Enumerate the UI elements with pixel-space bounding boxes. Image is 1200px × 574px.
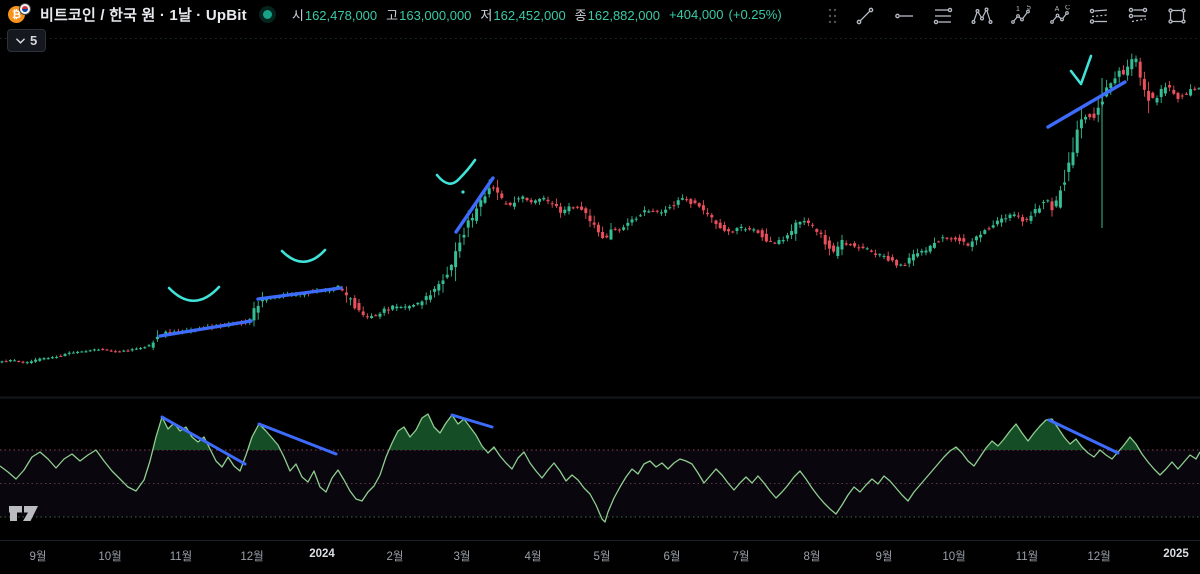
- price-trendline-drawing[interactable]: [160, 321, 251, 336]
- high-label: 고: [386, 8, 398, 23]
- time-axis-label: 2025: [1163, 548, 1189, 560]
- parallel-lines-tool-icon[interactable]: [930, 3, 956, 29]
- bitcoin-krw-symbol-icon[interactable]: ₿: [8, 3, 32, 25]
- favorite-drawing-tools-toolbar: 1 5 A C: [827, 3, 1190, 29]
- time-axis-label: 8월: [804, 548, 821, 564]
- price-trendline-drawing[interactable]: [258, 288, 341, 299]
- svg-text:5: 5: [1027, 5, 1031, 12]
- check-mark-drawings[interactable]: [169, 56, 1091, 301]
- low-label: 저: [480, 8, 492, 23]
- arc-check-drawing[interactable]: [282, 250, 325, 262]
- time-axis-label: 7월: [733, 548, 750, 564]
- open-value: 162,478,000: [305, 8, 377, 23]
- change-value: +404,000: [669, 7, 724, 22]
- flat-channel-tool-icon[interactable]: [1125, 3, 1151, 29]
- rectangle-tool-icon[interactable]: [1164, 3, 1190, 29]
- ohlc-values: 시162,478,000 고163,000,000 저162,452,000 종…: [292, 5, 787, 24]
- v-check-drawing[interactable]: [1071, 56, 1091, 84]
- tradingview-logo[interactable]: [9, 504, 39, 528]
- trend-line-tool-icon[interactable]: [852, 3, 878, 29]
- open-label: 시: [292, 8, 304, 23]
- time-axis-label: 10월: [942, 548, 965, 564]
- dot-mark-drawing[interactable]: [461, 190, 464, 193]
- high-value: 163,000,000: [399, 8, 471, 23]
- drawings-count: 5: [30, 33, 37, 48]
- close-value: 162,882,000: [588, 8, 660, 23]
- time-axis-label: 9월: [876, 548, 893, 564]
- time-axis-label: 6월: [664, 548, 681, 564]
- time-axis-label: 5월: [594, 548, 611, 564]
- time-axis[interactable]: 9월 10월 11월 12월 2024 2월 3월 4월 5월 6월 7월 8월 9월 10월 11월 12월…: [0, 540, 1200, 574]
- time-axis-label: 12월: [240, 548, 263, 564]
- horizontal-ray-tool-icon[interactable]: [891, 3, 917, 29]
- time-axis-label: 2월: [387, 548, 404, 564]
- change-percent-value: (+0.25%): [729, 7, 782, 22]
- time-axis-label: 9월: [30, 548, 47, 564]
- arc-check-drawing[interactable]: [169, 287, 219, 301]
- low-value: 162,452,000: [493, 8, 565, 23]
- arc-check-drawing[interactable]: [437, 160, 475, 184]
- drawings-count-badge[interactable]: 5: [7, 29, 46, 52]
- candlestick-series[interactable]: [1, 54, 1200, 365]
- time-axis-label: 11월: [170, 548, 193, 564]
- svg-text:C: C: [1065, 5, 1070, 12]
- price-trendline-drawing[interactable]: [456, 178, 493, 232]
- toolbar-drag-handle-icon[interactable]: [827, 5, 839, 27]
- time-axis-label: 3월: [454, 548, 471, 564]
- abc-correction-pattern-tool-icon[interactable]: A C: [1047, 3, 1073, 29]
- xabcd-pattern-tool-icon[interactable]: [969, 3, 995, 29]
- time-axis-label: 11월: [1016, 548, 1039, 564]
- trendline-drawings[interactable]: [160, 82, 1125, 464]
- elliott-impulse-wave-tool-icon[interactable]: 1 5: [1008, 3, 1034, 29]
- close-label: 종: [575, 8, 587, 23]
- chevron-down-icon: [16, 38, 25, 44]
- time-axis-label: 10월: [98, 548, 121, 564]
- price-trendline-drawing[interactable]: [1048, 82, 1125, 127]
- time-axis-label: 2024: [309, 548, 335, 560]
- time-axis-label: 12월: [1087, 548, 1110, 564]
- time-axis-label: 4월: [525, 548, 542, 564]
- rsi-pane: [0, 414, 1200, 522]
- korea-flag-icon: [19, 3, 31, 15]
- symbol-title[interactable]: 비트코인 / 한국 원 · 1날 · UpBit: [40, 4, 247, 25]
- svg-text:1: 1: [1016, 6, 1020, 13]
- disjoint-channel-tool-icon[interactable]: [1086, 3, 1112, 29]
- svg-text:A: A: [1055, 6, 1060, 13]
- market-status-icon[interactable]: [263, 10, 272, 19]
